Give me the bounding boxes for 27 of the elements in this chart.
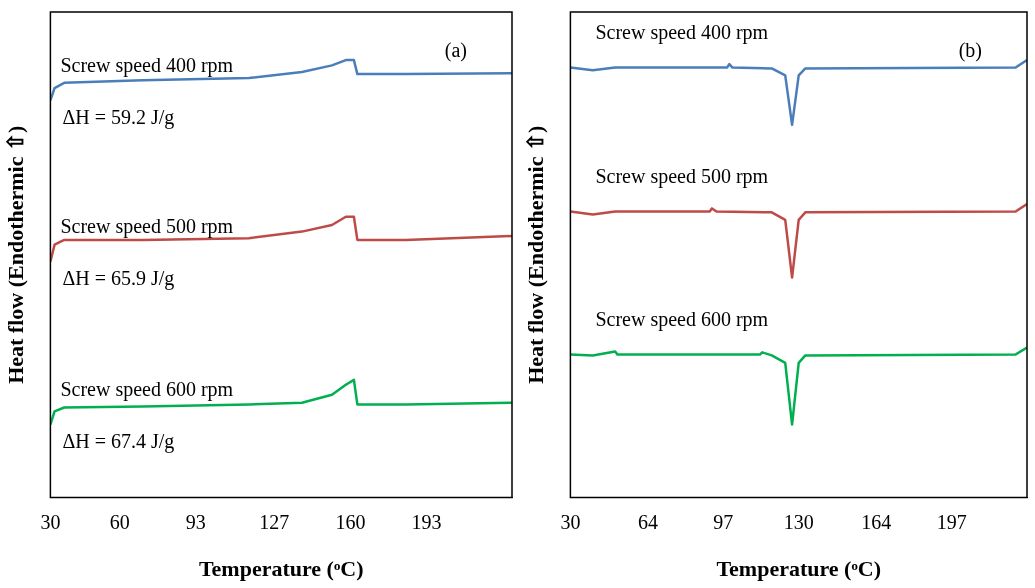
x-tick-label: 127	[259, 510, 290, 533]
x-tick-label: 60	[109, 510, 130, 533]
x-tick-label: 97	[713, 510, 734, 533]
x-tick-label: 193	[411, 510, 442, 533]
annotation: (b)	[958, 39, 982, 63]
y-axis-title: Heat flow (Endothermic ⇧)	[522, 125, 548, 384]
annotation: (a)	[444, 39, 467, 63]
series-label: Screw speed 400 rpm	[595, 20, 769, 44]
x-tick-label: 164	[861, 510, 892, 533]
series-label: Screw speed 600 rpm	[595, 307, 769, 331]
x-tick-label: 30	[560, 510, 581, 533]
series-label: Screw speed 400 rpm	[60, 53, 234, 77]
x-tick-label: 30	[40, 510, 61, 533]
series-label: Screw speed 600 rpm	[60, 377, 234, 401]
annotation: ΔH = 59.2 J/g	[62, 105, 175, 129]
series-label: Screw speed 500 rpm	[60, 215, 234, 239]
x-tick-label: 130	[783, 510, 814, 533]
x-tick-label: 197	[936, 510, 967, 533]
x-axis-title: Temperature (ᵒC)	[198, 556, 364, 582]
series-label: Screw speed 500 rpm	[595, 164, 769, 188]
annotation: ΔH = 65.9 J/g	[62, 267, 175, 291]
x-tick-label: 93	[185, 510, 206, 533]
y-axis-title: Heat flow (Endothermic ⇧)	[2, 125, 28, 384]
annotation: ΔH = 67.4 J/g	[62, 429, 175, 453]
x-tick-label: 64	[638, 510, 659, 533]
x-tick-label: 160	[335, 510, 366, 533]
x-axis-title: Temperature (ᵒC)	[716, 556, 881, 582]
